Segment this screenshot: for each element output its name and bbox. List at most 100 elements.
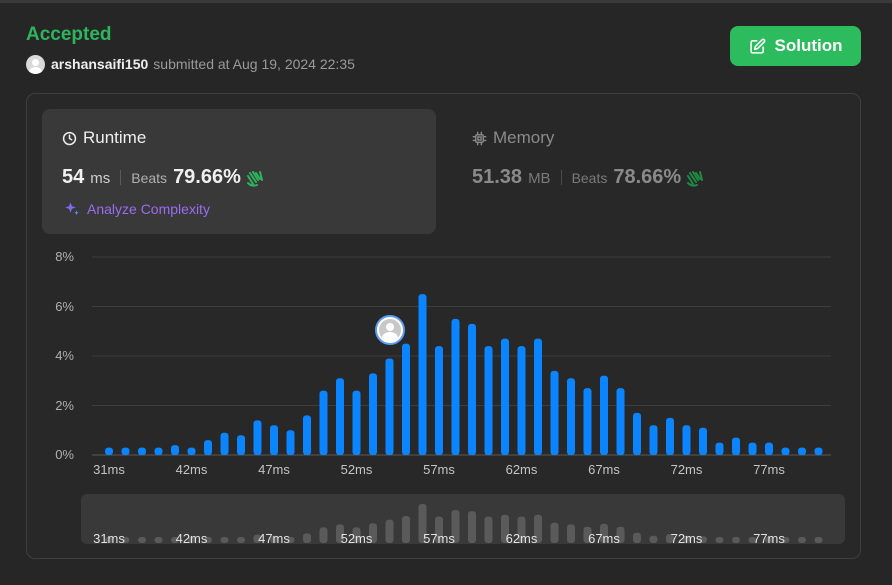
- y-tick-label: 2%: [55, 397, 74, 413]
- distribution-bar[interactable]: [550, 370, 559, 455]
- distribution-bar[interactable]: [319, 390, 328, 455]
- top-divider: [0, 0, 892, 3]
- overview-bar: [352, 527, 361, 543]
- overview-tick-label: 52ms: [340, 531, 373, 546]
- overview-tick-label: 31ms: [93, 531, 125, 546]
- overview-bar: [402, 516, 410, 543]
- distribution-bar[interactable]: [501, 338, 509, 455]
- distribution-bar[interactable]: [649, 425, 658, 455]
- distribution-bar[interactable]: [583, 388, 592, 455]
- overview-tick-label: 72ms: [670, 531, 703, 546]
- y-tick-label: 4%: [55, 348, 74, 363]
- user-avatar[interactable]: [26, 54, 45, 74]
- distribution-bar[interactable]: [468, 323, 476, 455]
- distribution-bar[interactable]: [204, 440, 212, 455]
- overview-tick-label: 47ms: [258, 531, 290, 546]
- overview-bar: [121, 537, 130, 543]
- distribution-bar[interactable]: [369, 373, 377, 455]
- overview-bar: [534, 514, 542, 543]
- your-submission-marker[interactable]: [375, 315, 405, 345]
- x-tick-label: 72ms: [670, 462, 703, 477]
- memory-title-label: Memory: [493, 128, 555, 147]
- overview-bar: [220, 537, 229, 543]
- overview-bar: [105, 537, 113, 543]
- distribution-bar[interactable]: [451, 318, 460, 455]
- distribution-bar[interactable]: [517, 346, 526, 455]
- distribution-bar[interactable]: [220, 432, 229, 455]
- distribution-overview-track[interactable]: [81, 494, 845, 544]
- distribution-bar[interactable]: [798, 447, 806, 455]
- overview-bar: [814, 537, 823, 543]
- distribution-bar[interactable]: [633, 412, 641, 455]
- distribution-bar[interactable]: [765, 442, 773, 455]
- runtime-card[interactable]: [42, 109, 436, 234]
- distribution-bar[interactable]: [418, 294, 427, 455]
- distribution-bar[interactable]: [154, 447, 163, 455]
- your-avatar-icon: [379, 319, 401, 341]
- overview-bar: [699, 536, 707, 543]
- distribution-bar[interactable]: [748, 442, 757, 455]
- sparkle-icon: [65, 202, 79, 215]
- distribution-bar[interactable]: [814, 447, 823, 455]
- overview-bar: [253, 534, 262, 543]
- distribution-bar[interactable]: [682, 425, 691, 455]
- x-tick-label: 77ms: [753, 462, 785, 477]
- overview-bar: [550, 522, 559, 543]
- distribution-bar[interactable]: [270, 425, 278, 455]
- overview-bar: [501, 514, 509, 543]
- username-link[interactable]: arshansaifi150: [51, 56, 149, 72]
- distribution-bar[interactable]: [435, 346, 443, 455]
- overview-tick-label: 62ms: [505, 531, 538, 546]
- overview-bar: [369, 523, 377, 543]
- distribution-bar[interactable]: [732, 437, 740, 455]
- overview-bar: [418, 504, 427, 543]
- memory-beats-value: 78.66%: [613, 166, 682, 188]
- clock-icon: [62, 131, 77, 145]
- overview-bar: [237, 537, 245, 543]
- distribution-bar[interactable]: [352, 390, 361, 455]
- x-tick-label: 31ms: [93, 462, 125, 477]
- distribution-bar[interactable]: [699, 427, 707, 455]
- bar-your-runtime[interactable]: [385, 358, 394, 455]
- submission-status: Accepted: [26, 24, 112, 45]
- overview-bar: [765, 537, 773, 543]
- analyze-complexity-link[interactable]: Analyze Complexity: [63, 200, 210, 218]
- distribution-bar[interactable]: [600, 375, 608, 455]
- distribution-bar[interactable]: [171, 445, 179, 455]
- overview-bar: [781, 537, 790, 543]
- overview-bar: [468, 511, 476, 543]
- overview-bar: [154, 537, 163, 543]
- distribution-bar[interactable]: [715, 442, 724, 455]
- x-tick-label: 47ms: [258, 462, 290, 477]
- distribution-bar[interactable]: [781, 447, 790, 455]
- runtime-value: 54: [62, 166, 85, 188]
- edit-icon: [749, 38, 765, 54]
- distribution-bar[interactable]: [105, 447, 113, 455]
- distribution-bar[interactable]: [534, 338, 542, 455]
- overview-bar: [204, 537, 212, 543]
- memory-beats-label: Beats: [571, 170, 608, 186]
- overview-bar: [171, 537, 179, 543]
- analyze-complexity-label: Analyze Complexity: [87, 201, 210, 217]
- distribution-bar[interactable]: [253, 420, 262, 455]
- distribution-bar[interactable]: [138, 447, 146, 455]
- overview-bar: [319, 527, 328, 543]
- distribution-bar[interactable]: [666, 417, 674, 455]
- distribution-bar[interactable]: [237, 435, 245, 455]
- distribution-bar[interactable]: [567, 378, 575, 455]
- x-tick-label: 52ms: [340, 462, 373, 477]
- memory-metric: 51.38 MB Beats 78.66%: [472, 166, 705, 189]
- overview-bar: [336, 524, 344, 543]
- distribution-bar[interactable]: [484, 346, 493, 455]
- memory-title[interactable]: Memory: [472, 128, 554, 148]
- distribution-bar[interactable]: [121, 447, 130, 455]
- distribution-bar[interactable]: [336, 378, 344, 455]
- overview-tick-label: 67ms: [588, 531, 620, 546]
- distribution-bar[interactable]: [616, 388, 625, 455]
- distribution-bar[interactable]: [286, 430, 295, 455]
- distribution-bar[interactable]: [303, 415, 311, 455]
- solution-button[interactable]: Solution: [730, 26, 861, 66]
- overview-bar: [138, 537, 146, 543]
- distribution-bar[interactable]: [402, 343, 410, 455]
- distribution-bar[interactable]: [187, 447, 196, 455]
